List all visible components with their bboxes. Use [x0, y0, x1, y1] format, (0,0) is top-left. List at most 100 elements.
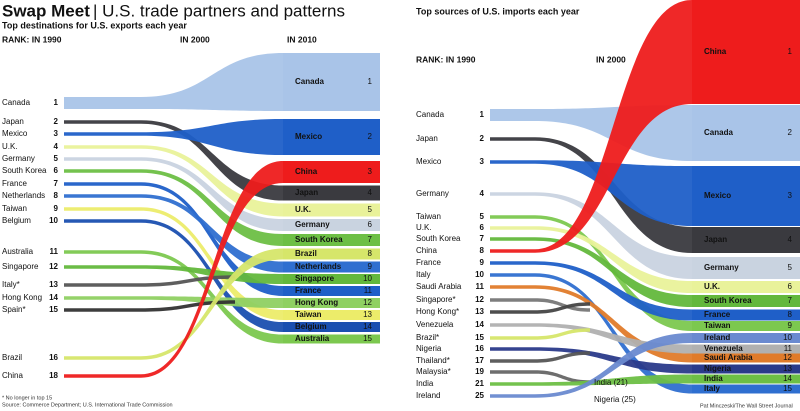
- country-label: Germany: [416, 189, 449, 198]
- chart-title: Swap Meet: [2, 1, 90, 20]
- rank-label: 17: [475, 356, 484, 365]
- rank-label: 14: [475, 320, 484, 329]
- rank-box: [283, 310, 380, 320]
- rank-label: 6: [368, 220, 373, 229]
- rank-label: 5: [368, 205, 373, 214]
- country-label: Germany: [704, 263, 739, 272]
- country-label: Canada: [2, 98, 31, 107]
- rank-box: [283, 185, 380, 201]
- country-label: China: [295, 167, 318, 176]
- flow: [64, 194, 283, 273]
- rank-box: [283, 248, 380, 260]
- flow: [490, 105, 692, 161]
- rank-label: 11: [364, 286, 373, 295]
- country-label: Mexico: [704, 191, 731, 200]
- country-label: Mexico: [2, 129, 28, 138]
- country-label: Italy*: [2, 280, 20, 289]
- column-label: RANK: IN 1990: [416, 54, 476, 64]
- rank-label: 4: [788, 235, 793, 244]
- country-label: Netherlands: [2, 191, 45, 200]
- rank-label: 9: [368, 262, 373, 271]
- rank-label: 14: [49, 293, 58, 302]
- country-label: Saudi Arabia: [416, 282, 462, 291]
- flow: [490, 370, 590, 384]
- country-label: Hong Kong: [295, 298, 338, 307]
- country-label: Singapore: [2, 262, 39, 271]
- flow: [64, 275, 235, 287]
- country-label: Mexico: [295, 132, 322, 141]
- country-label: Nigeria: [704, 364, 732, 373]
- rank-box: [692, 364, 800, 374]
- flow: [64, 145, 283, 217]
- rank-box: [283, 274, 380, 284]
- rank-label: 7: [480, 234, 485, 243]
- rank-box: [692, 257, 800, 279]
- flow: [64, 120, 283, 201]
- country-label: Spain*: [2, 305, 26, 314]
- column-label: IN 2000: [596, 54, 626, 64]
- rank-label: 5: [480, 212, 485, 221]
- rank-box: [692, 105, 800, 161]
- rank-box: [692, 333, 800, 343]
- flow: [64, 296, 283, 308]
- country-label: Ireland: [704, 333, 730, 342]
- country-label: Singapore*: [416, 295, 456, 304]
- rank-label: 1: [54, 98, 59, 107]
- rank-label: 6: [788, 282, 793, 291]
- rank-label: 11: [50, 247, 59, 256]
- country-label: Taiwan: [416, 212, 441, 221]
- rank-box: [283, 234, 380, 246]
- flow: [490, 374, 692, 386]
- country-label: France: [416, 258, 441, 267]
- rank-label: 1: [480, 110, 485, 119]
- country-label: South Korea: [416, 234, 461, 243]
- flow: [64, 219, 283, 332]
- flow: [490, 0, 692, 253]
- country-label: France: [704, 310, 731, 319]
- rank-label: 14: [363, 322, 372, 331]
- country-label: Japan: [295, 188, 318, 197]
- flow: [490, 192, 692, 279]
- rank-label: 15: [783, 384, 792, 393]
- flow: [490, 237, 692, 307]
- country-label: Hong Kong*: [416, 307, 459, 316]
- annotation: Nigeria (25): [594, 395, 636, 404]
- rank-label: 9: [480, 258, 485, 267]
- country-label: Japan: [704, 235, 727, 244]
- country-label: Germany: [295, 220, 330, 229]
- country-label: Canada: [295, 77, 324, 86]
- flow: [64, 250, 283, 344]
- country-label: Italy: [416, 270, 431, 279]
- flow: [64, 119, 283, 155]
- country-label: Belgium: [295, 322, 327, 331]
- rank-box: [283, 161, 380, 183]
- country-label: China: [704, 47, 727, 56]
- country-label: Canada: [416, 110, 445, 119]
- country-label: Taiwan: [2, 204, 27, 213]
- column-label: RANK: IN 1990: [2, 34, 62, 44]
- rank-label: 3: [788, 191, 793, 200]
- rank-box: [692, 309, 800, 321]
- country-label: Netherlands: [295, 262, 342, 271]
- country-label: Ireland: [416, 391, 440, 400]
- country-label: Taiwan: [704, 321, 731, 330]
- rank-label: 14: [783, 374, 792, 383]
- flow: [490, 351, 590, 363]
- flow: [64, 182, 283, 296]
- rank-label: 9: [788, 321, 793, 330]
- rank-label: 10: [49, 216, 58, 225]
- chart-subtitle: | U.S. trade partners and patterns: [93, 1, 345, 20]
- flow: [64, 161, 283, 378]
- country-label: Singapore: [295, 274, 335, 283]
- flow: [490, 333, 692, 398]
- flow: [490, 347, 692, 374]
- rank-box: [283, 322, 380, 332]
- country-label: Italy: [704, 384, 721, 393]
- flow: [490, 328, 590, 340]
- rank-box: [283, 203, 380, 217]
- country-label: U.K.: [295, 205, 311, 214]
- rank-label: 5: [54, 154, 59, 163]
- country-label: India: [704, 374, 723, 383]
- rank-label: 3: [54, 129, 59, 138]
